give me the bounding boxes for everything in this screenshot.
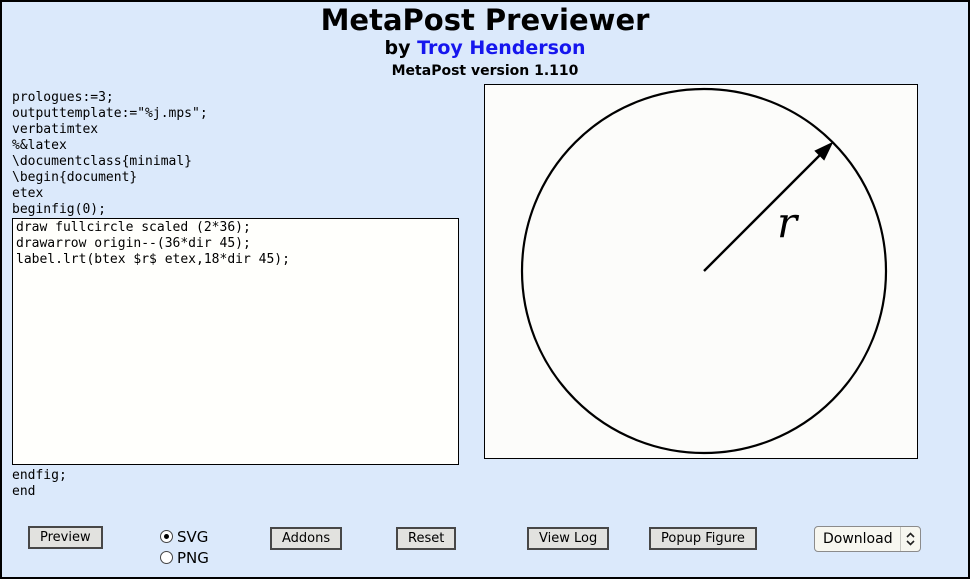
png-radio-label: PNG xyxy=(177,548,209,567)
addons-button[interactable]: Addons xyxy=(270,527,343,550)
svg-radio-label: SVG xyxy=(177,527,209,546)
code-editor-textarea[interactable] xyxy=(12,218,459,465)
figure-radius-arrow-line xyxy=(703,153,822,272)
download-select[interactable]: Download xyxy=(814,526,921,552)
svg-radio[interactable] xyxy=(160,530,173,543)
author-link[interactable]: Troy Henderson xyxy=(417,37,586,59)
format-radio-group: SVG PNG xyxy=(160,528,209,570)
view-log-button[interactable]: View Log xyxy=(527,527,610,550)
postamble-code: endfig; end xyxy=(12,468,67,499)
byline-prefix: by xyxy=(384,37,411,59)
figure-svg: r xyxy=(520,87,888,455)
png-radio[interactable] xyxy=(160,551,173,564)
reset-button[interactable]: Reset xyxy=(396,527,457,550)
page-title: MetaPost Previewer xyxy=(320,3,650,37)
png-radio-row[interactable]: PNG xyxy=(160,548,209,567)
svg-radio-row[interactable]: SVG xyxy=(160,527,209,546)
figure-arrowhead xyxy=(814,141,834,161)
download-select-label: Download xyxy=(823,531,893,547)
popup-figure-button[interactable]: Popup Figure xyxy=(649,527,757,550)
preview-button[interactable]: Preview xyxy=(28,526,103,549)
select-chevrons-icon xyxy=(899,527,920,551)
figure-circle xyxy=(520,87,888,455)
header: MetaPost Previewer by Troy Henderson Met… xyxy=(2,2,968,80)
byline: by Troy Henderson xyxy=(2,38,968,59)
preamble-code: prologues:=3; outputtemplate:="%j.mps"; … xyxy=(12,90,208,217)
figure-preview: r xyxy=(484,84,918,459)
figure-radius-label: r xyxy=(777,198,800,247)
version-text: MetaPost version 1.110 xyxy=(391,63,579,79)
